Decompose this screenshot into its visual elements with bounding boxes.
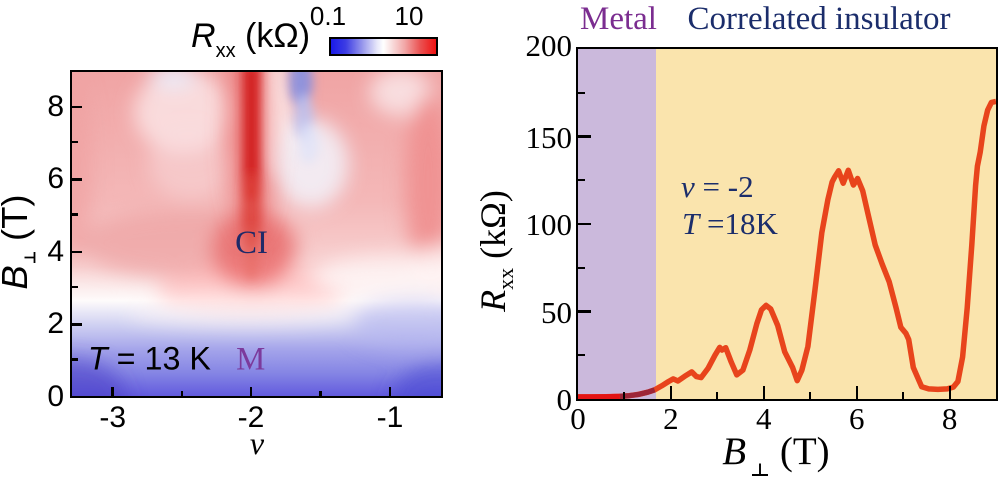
svg-text:M: M [236, 341, 265, 377]
svg-text:T = 13 K: T = 13 K [87, 340, 210, 376]
svg-text:CI: CI [235, 225, 268, 261]
